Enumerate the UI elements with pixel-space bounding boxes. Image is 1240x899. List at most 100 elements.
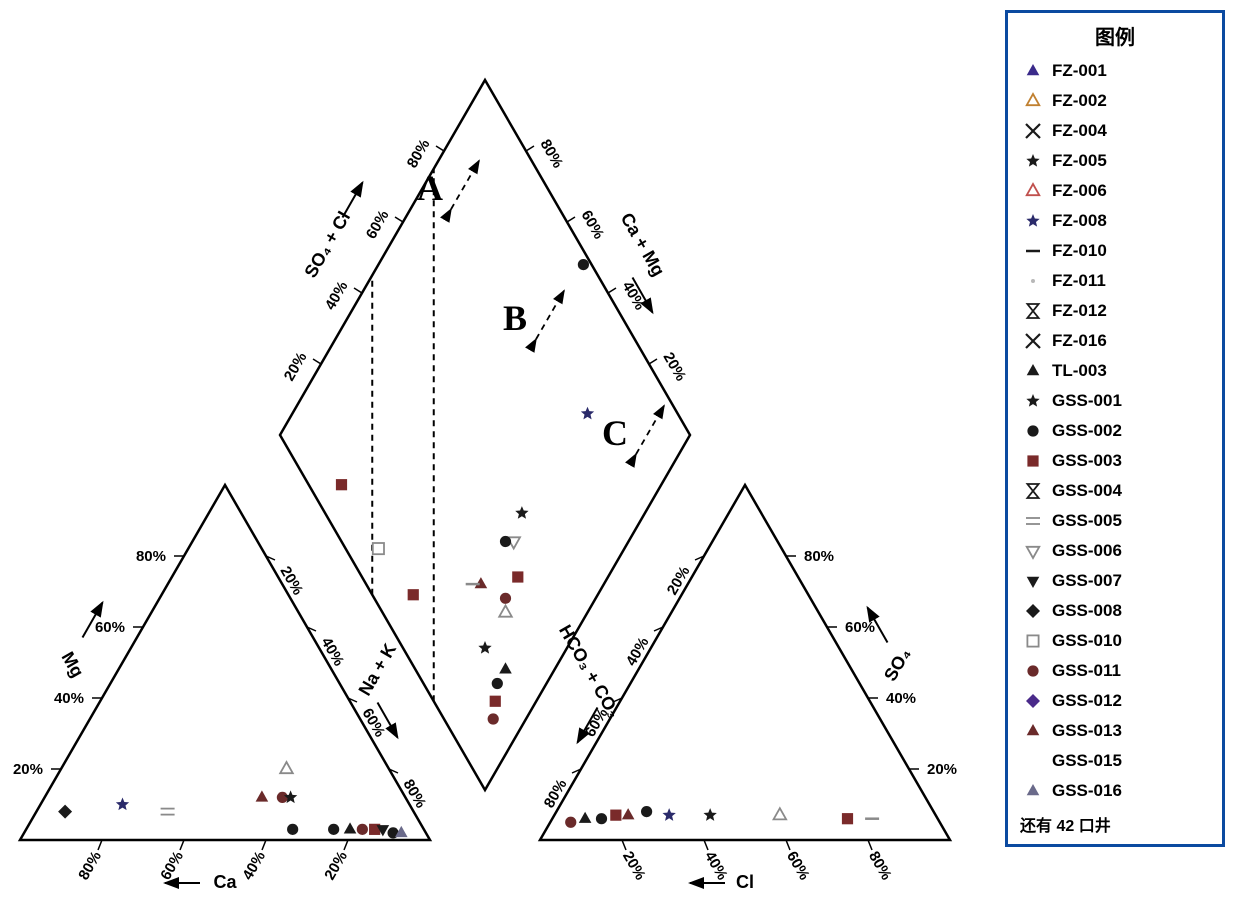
legend-title: 图例 (1020, 21, 1210, 50)
svg-text:20%: 20% (281, 350, 311, 385)
svg-text:80%: 80% (865, 848, 895, 883)
svg-text:40%: 40% (239, 848, 269, 883)
legend-label: FZ-004 (1052, 121, 1107, 141)
legend-label: GSS-013 (1052, 721, 1122, 741)
legend-marker-icon (1020, 662, 1046, 680)
legend-label: GSS-005 (1052, 511, 1122, 531)
legend-marker-icon (1020, 422, 1046, 440)
legend-marker-icon (1020, 632, 1046, 650)
legend-label: TL-003 (1052, 361, 1107, 381)
legend-marker-icon (1020, 302, 1046, 320)
legend-marker-icon (1020, 722, 1046, 740)
legend-row: GSS-013 (1020, 716, 1210, 746)
legend-marker-icon (1020, 452, 1046, 470)
legend-row: FZ-008 (1020, 206, 1210, 236)
legend-label: FZ-002 (1052, 91, 1107, 111)
svg-text:20%: 20% (927, 761, 957, 778)
legend-label: FZ-005 (1052, 151, 1107, 171)
legend-label: FZ-012 (1052, 301, 1107, 321)
svg-text:60%: 60% (578, 208, 608, 243)
legend-row: GSS-015 (1020, 746, 1210, 776)
svg-text:80%: 80% (75, 848, 105, 883)
legend-items: FZ-001FZ-002FZ-004FZ-005FZ-006FZ-008FZ-0… (1020, 56, 1210, 806)
legend-label: GSS-015 (1052, 751, 1122, 771)
svg-text:80%: 80% (404, 137, 434, 172)
legend-marker-icon (1020, 332, 1046, 350)
legend: 图例 FZ-001FZ-002FZ-004FZ-005FZ-006FZ-008F… (1005, 10, 1225, 847)
svg-text:Mg: Mg (58, 648, 88, 681)
zone-labels: A B C (417, 168, 628, 453)
svg-text:20%: 20% (13, 761, 43, 778)
legend-marker-icon (1020, 242, 1046, 260)
legend-label: GSS-011 (1052, 661, 1121, 681)
legend-marker-icon (1020, 152, 1046, 170)
svg-text:40%: 40% (54, 690, 84, 707)
legend-marker-icon (1020, 542, 1046, 560)
legend-label: FZ-016 (1052, 331, 1107, 351)
legend-marker-icon (1020, 512, 1046, 530)
legend-marker-icon (1020, 482, 1046, 500)
legend-row: FZ-010 (1020, 236, 1210, 266)
piper-diagram: 20%80%40%60%60%40%80%20%SO₄ + ClCa + Mg … (0, 0, 990, 894)
svg-text:20%: 20% (619, 848, 649, 883)
legend-row: FZ-012 (1020, 296, 1210, 326)
legend-label: GSS-004 (1052, 481, 1122, 501)
legend-row: GSS-002 (1020, 416, 1210, 446)
svg-text:20%: 20% (660, 350, 690, 385)
legend-marker-icon (1020, 752, 1046, 770)
legend-row: FZ-016 (1020, 326, 1210, 356)
legend-marker-icon (1020, 92, 1046, 110)
svg-text:B: B (503, 298, 527, 338)
legend-row: GSS-005 (1020, 506, 1210, 536)
legend-row: TL-003 (1020, 356, 1210, 386)
svg-text:60%: 60% (845, 619, 875, 636)
svg-text:C: C (602, 413, 628, 453)
legend-marker-icon (1020, 782, 1046, 800)
legend-row: FZ-002 (1020, 86, 1210, 116)
svg-text:HCO₃ + CO₃: HCO₃ + CO₃ (555, 621, 624, 721)
legend-label: GSS-016 (1052, 781, 1122, 801)
legend-label: GSS-001 (1052, 391, 1122, 411)
svg-text:40%: 40% (886, 690, 916, 707)
svg-text:SO₄ + Cl: SO₄ + Cl (300, 208, 354, 281)
legend-marker-icon (1020, 62, 1046, 80)
legend-row: FZ-005 (1020, 146, 1210, 176)
svg-text:80%: 80% (537, 137, 567, 172)
legend-row: GSS-012 (1020, 686, 1210, 716)
svg-text:Ca: Ca (213, 872, 237, 892)
legend-label: FZ-010 (1052, 241, 1107, 261)
legend-label: GSS-007 (1052, 571, 1122, 591)
legend-marker-icon (1020, 392, 1046, 410)
legend-marker-icon (1020, 122, 1046, 140)
svg-text:A: A (417, 168, 443, 208)
legend-footer: 还有 42 口井 (1020, 812, 1210, 836)
svg-text:Cl: Cl (736, 872, 754, 892)
legend-marker-icon (1020, 362, 1046, 380)
legend-label: GSS-006 (1052, 541, 1122, 561)
legend-row: GSS-010 (1020, 626, 1210, 656)
legend-row: GSS-016 (1020, 776, 1210, 806)
legend-row: FZ-004 (1020, 116, 1210, 146)
legend-label: FZ-008 (1052, 211, 1107, 231)
legend-row: FZ-006 (1020, 176, 1210, 206)
svg-text:60%: 60% (95, 619, 125, 636)
legend-marker-icon (1020, 182, 1046, 200)
legend-row: GSS-008 (1020, 596, 1210, 626)
legend-label: GSS-008 (1052, 601, 1122, 621)
svg-text:60%: 60% (157, 848, 187, 883)
legend-marker-icon (1020, 692, 1046, 710)
svg-text:Ca + Mg: Ca + Mg (617, 209, 669, 279)
svg-text:60%: 60% (783, 848, 813, 883)
legend-label: FZ-006 (1052, 181, 1107, 201)
svg-text:40%: 40% (322, 279, 352, 314)
legend-row: GSS-004 (1020, 476, 1210, 506)
legend-marker-icon (1020, 572, 1046, 590)
svg-text:Na + K: Na + K (355, 640, 401, 699)
svg-text:80%: 80% (136, 548, 166, 565)
legend-row: GSS-006 (1020, 536, 1210, 566)
legend-marker-icon (1020, 212, 1046, 230)
svg-text:60%: 60% (363, 208, 393, 243)
svg-text:40%: 40% (701, 848, 731, 883)
legend-row: GSS-001 (1020, 386, 1210, 416)
svg-text:80%: 80% (804, 548, 834, 565)
